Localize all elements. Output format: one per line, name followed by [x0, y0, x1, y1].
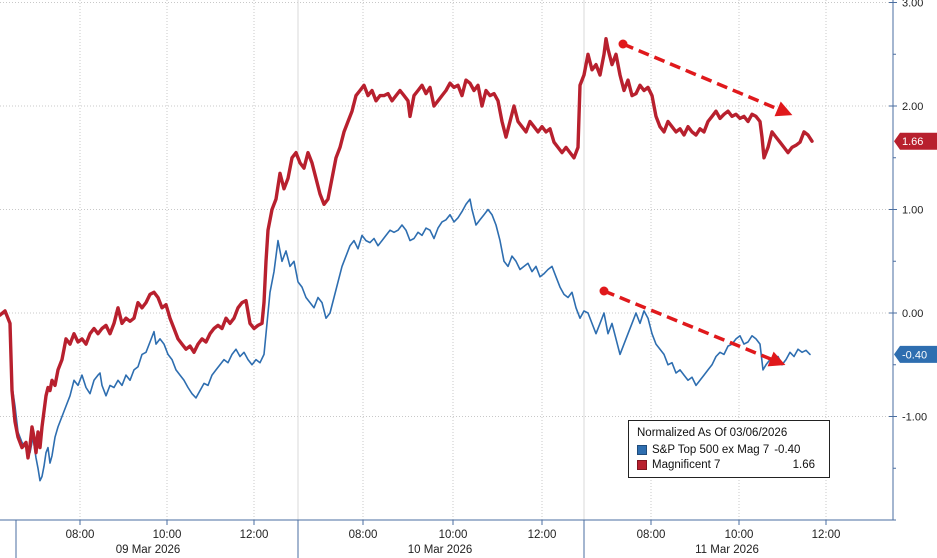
y-tick-label: 2.00: [902, 101, 923, 113]
y-tick-label: 1.00: [902, 205, 923, 217]
legend-label: Magnificent 7: [652, 458, 721, 471]
x-date-label: 10 Mar 2026: [408, 544, 473, 556]
trend-arrows: [599, 39, 793, 367]
legend-label: S&P Top 500 ex Mag 7: [652, 443, 770, 456]
legend-item-sp500: S&P Top 500 ex Mag 7 -0.40: [637, 442, 821, 457]
y-axis: 3.00 2.00 1.00 0.00 -1.00: [889, 0, 927, 521]
x-tick-label: 08:00: [66, 529, 95, 541]
x-date-label: 11 Mar 2026: [695, 544, 759, 556]
x-tick-label: 10:00: [153, 529, 182, 541]
series-line-magnificent-7: [0, 37, 814, 460]
legend-value: -0.40: [774, 443, 801, 456]
last-value-badge-text: -0.40: [902, 349, 927, 361]
legend-title: Normalized As Of 03/06/2026: [637, 427, 788, 439]
legend-swatch-blue: [637, 444, 647, 455]
legend: Normalized As Of 03/06/2026 S&P Top 500 …: [628, 420, 830, 478]
y-tick-label: -1.00: [902, 412, 927, 424]
series-line-sp500-ex-mag7: [0, 198, 811, 482]
x-tick-label: 08:00: [349, 529, 378, 541]
trend-arrow-line: [603, 289, 779, 364]
x-tick-label: 08:00: [637, 529, 666, 541]
x-tick-label: 12:00: [528, 529, 557, 541]
grid-lines: [0, 0, 893, 520]
last-value-badge-sp500: [894, 345, 937, 363]
x-date-label: 09 Mar 2026: [116, 544, 181, 556]
legend-swatch-red: [637, 459, 647, 470]
x-tick-label: 10:00: [439, 529, 468, 541]
last-value-badge-mag7: [894, 132, 937, 150]
x-tick-label: 12:00: [812, 529, 841, 541]
x-tick-label: 10:00: [725, 529, 754, 541]
legend-value: 1.66: [792, 458, 815, 471]
trend-arrow-head: [767, 351, 786, 367]
series-layer: [0, 37, 814, 482]
trend-arrow-head: [774, 101, 793, 117]
y-tick-label: 0.00: [902, 308, 923, 320]
last-value-badge-text: 1.66: [902, 136, 923, 148]
x-axis: 08:00 10:00 12:00 08:00 10:00 12:00 08:00 10:00…: [0, 519, 893, 558]
last-value-badges: -0.40 1.66: [894, 132, 937, 363]
y-tick-label: 3.00: [902, 0, 923, 10]
x-tick-label: 12:00: [240, 529, 269, 541]
trend-arrow-line: [622, 42, 786, 114]
legend-item-mag7: Magnificent 7 1.66: [637, 457, 821, 472]
